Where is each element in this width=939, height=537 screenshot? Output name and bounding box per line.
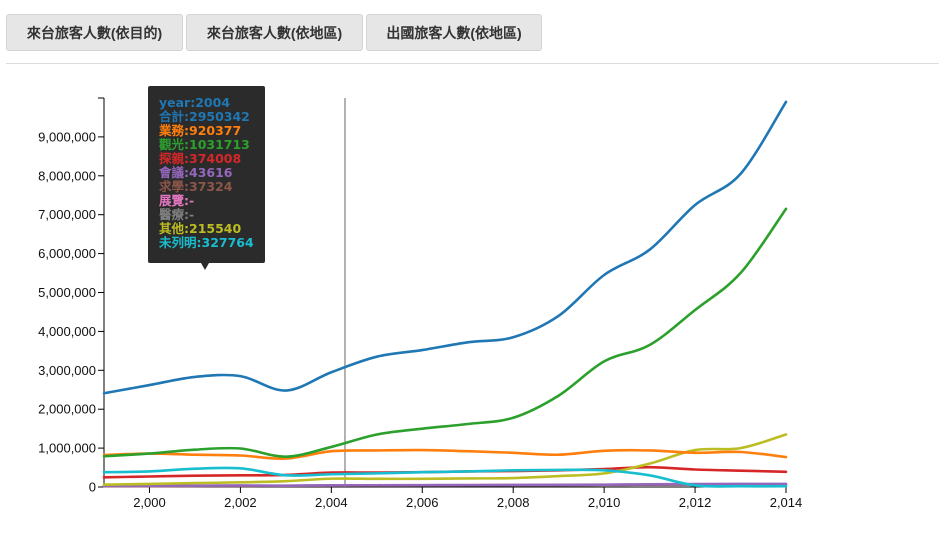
series-line-4[interactable] — [102, 482, 788, 488]
series-line-0[interactable] — [102, 100, 788, 395]
series-line-6[interactable] — [102, 433, 788, 486]
y-tick-label: 4,000,000 — [38, 324, 96, 339]
y-tick-label: 9,000,000 — [38, 129, 96, 144]
x-tick-label: 2,002 — [224, 495, 257, 510]
tab-departures-by-region[interactable]: 出國旅客人數(依地區) — [366, 14, 542, 51]
series-lines — [102, 100, 788, 488]
tooltip-other: 其他:215540 — [159, 221, 242, 236]
y-tick-label: 3,000,000 — [38, 363, 96, 378]
x-tick-label: 2,008 — [497, 495, 530, 510]
tooltip-business: 業務:920377 — [159, 123, 242, 138]
x-tick-label: 2,006 — [406, 495, 439, 510]
tooltip-visiting-relatives: 探親:374008 — [159, 151, 242, 166]
tab-arrivals-by-purpose[interactable]: 來台旅客人數(依目的) — [6, 14, 183, 51]
axes-group: 0 1,000,000 2,000,000 3,000,000 4,000,000 5,0… — [38, 97, 803, 510]
tooltip-total: 合計:2950342 — [159, 109, 250, 124]
x-tick-label: 2,004 — [315, 495, 348, 510]
tooltip-conference: 會議:43616 — [159, 165, 233, 180]
x-tick-label: 2,012 — [679, 495, 712, 510]
tab-divider — [6, 63, 939, 64]
y-tick-label: 0 — [89, 480, 96, 495]
x-tick-label: 2,014 — [770, 495, 803, 510]
tooltip-unspecified: 未列明:327764 — [159, 235, 254, 250]
y-tick-label: 2,000,000 — [38, 402, 96, 417]
tooltip-year: year:2004 — [159, 95, 231, 110]
tooltip-sightseeing: 觀光:1031713 — [159, 137, 250, 152]
tooltip-medical: 醫療:- — [159, 207, 195, 222]
tooltip-study: 求學:37324 — [159, 179, 233, 194]
y-tick-label: 5,000,000 — [38, 285, 96, 300]
x-tick-label: 2,000 — [133, 495, 166, 510]
tab-arrivals-by-region[interactable]: 來台旅客人數(依地區) — [186, 14, 363, 51]
series-line-1[interactable] — [102, 448, 788, 461]
series-line-7[interactable] — [102, 466, 788, 488]
tooltip-exhibition: 展覽:- — [159, 193, 195, 208]
y-tick-label: 7,000,000 — [38, 207, 96, 222]
y-tick-label: 6,000,000 — [38, 246, 96, 261]
tooltip-arrow-icon — [201, 263, 209, 270]
series-line-2[interactable] — [102, 207, 788, 458]
y-tick-label: 8,000,000 — [38, 168, 96, 183]
x-tick-label: 2,010 — [588, 495, 621, 510]
y-tick-label: 1,000,000 — [38, 441, 96, 456]
tooltip: year:2004 合計:2950342 業務:920377 觀光:103171… — [148, 86, 265, 270]
